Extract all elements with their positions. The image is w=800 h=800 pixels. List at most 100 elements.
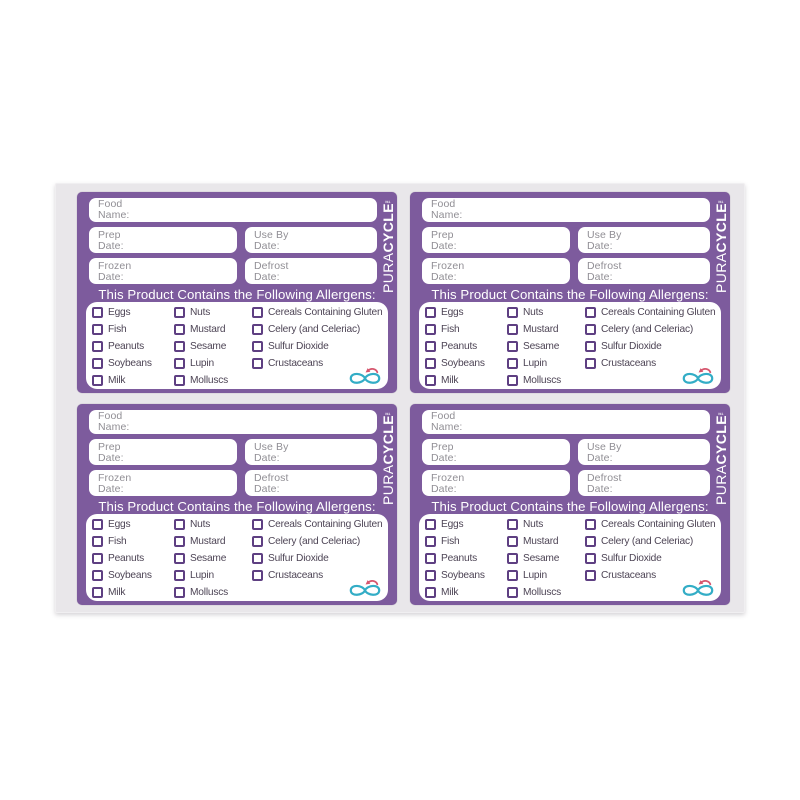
checkbox-icon	[174, 323, 185, 335]
allergen-column-1: Eggs Fish Peanuts Soybeans Milk	[425, 518, 485, 603]
allergen-label: Nuts	[190, 306, 211, 318]
use-by-label-line1: Use By	[587, 229, 622, 241]
allergen-item-sesame: Sesame	[174, 552, 228, 564]
prep-date-field: Prep Date:	[89, 439, 237, 465]
allergens-panel: Eggs Fish Peanuts Soybeans Milk Nuts Mus…	[419, 514, 721, 601]
allergen-item-mustard: Mustard	[507, 535, 561, 547]
use-by-date-field: Use By Date:	[578, 439, 710, 465]
defrost-label-line1: Defrost	[587, 472, 622, 484]
allergens-header: This Product Contains the Following Alle…	[431, 287, 709, 302]
food-name-field: Food Name:	[89, 198, 377, 222]
allergen-item-nuts: Nuts	[174, 518, 228, 530]
checkbox-icon	[92, 535, 103, 547]
allergen-column-3: Cereals Containing Gluten Celery (and Ce…	[252, 518, 383, 586]
frozen-defrost-row: Frozen Date: Defrost Date:	[89, 258, 377, 284]
use-by-label-line1: Use By	[587, 441, 622, 453]
allergen-item-molluscs: Molluscs	[174, 586, 228, 598]
allergen-item-mustard: Mustard	[507, 323, 561, 335]
prep-label-line1: Prep	[431, 229, 454, 241]
allergen-item-sulfur-dioxide: Sulfur Dioxide	[585, 340, 716, 352]
allergen-label: Molluscs	[523, 374, 562, 386]
allergen-item-milk: Milk	[92, 586, 152, 598]
allergen-item-eggs: Eggs	[425, 518, 485, 530]
allergen-label: Cereals Containing Gluten	[601, 518, 716, 530]
frozen-label-line2: Date:	[98, 483, 124, 495]
allergen-column-2: Nuts Mustard Sesame Lupin Molluscs	[174, 306, 228, 391]
allergen-item-cereals-gluten: Cereals Containing Gluten	[252, 518, 383, 530]
defrost-label-line2: Date:	[254, 483, 280, 495]
food-name-field: Food Name:	[422, 198, 710, 222]
frozen-defrost-row: Frozen Date: Defrost Date:	[422, 258, 710, 284]
trademark-symbol: ™	[385, 409, 391, 415]
checkbox-icon	[252, 518, 263, 530]
frozen-label-line1: Frozen	[431, 472, 465, 484]
allergen-label: Lupin	[190, 569, 214, 581]
allergen-label: Molluscs	[523, 586, 562, 598]
allergen-item-peanuts: Peanuts	[92, 552, 152, 564]
checkbox-icon	[425, 374, 436, 386]
brand-cycle: CYCLE	[380, 415, 396, 465]
prep-date-field: Prep Date:	[422, 227, 570, 253]
food-name-label-line1: Food	[98, 410, 123, 422]
checkbox-icon	[507, 518, 518, 530]
frozen-date-field: Frozen Date:	[89, 258, 237, 284]
allergen-item-milk: Milk	[425, 374, 485, 386]
allergens-header: This Product Contains the Following Alle…	[98, 287, 376, 302]
label-sheet: Food Name: Prep Date: Use By Date: Froze…	[55, 183, 745, 613]
checkbox-icon	[252, 357, 263, 369]
date-fields: Food Name: Prep Date: Use By Date: Froze…	[89, 410, 377, 496]
allergen-item-molluscs: Molluscs	[507, 374, 561, 386]
checkbox-icon	[174, 518, 185, 530]
allergen-label: Milk	[441, 586, 459, 598]
allergen-column-2: Nuts Mustard Sesame Lupin Molluscs	[174, 518, 228, 603]
allergen-label: Mustard	[190, 323, 226, 335]
allergen-column-2: Nuts Mustard Sesame Lupin Molluscs	[507, 306, 561, 391]
checkbox-icon	[252, 306, 263, 318]
defrost-label-line2: Date:	[587, 271, 613, 283]
prep-label-line2: Date:	[431, 240, 457, 252]
checkbox-icon	[507, 552, 518, 564]
use-by-date-field: Use By Date:	[245, 227, 377, 253]
checkbox-icon	[92, 552, 103, 564]
allergen-column-1: Eggs Fish Peanuts Soybeans Milk	[425, 306, 485, 391]
use-by-label-line1: Use By	[254, 229, 289, 241]
allergen-label: Peanuts	[441, 552, 477, 564]
labels-grid: Food Name: Prep Date: Use By Date: Froze…	[77, 192, 730, 605]
allergen-item-peanuts: Peanuts	[425, 552, 485, 564]
allergen-item-crustaceans: Crustaceans	[585, 569, 716, 581]
food-name-field: Food Name:	[422, 410, 710, 434]
allergen-item-soybeans: Soybeans	[92, 357, 152, 369]
allergen-label: Nuts	[523, 518, 544, 530]
checkbox-icon	[252, 569, 263, 581]
frozen-defrost-row: Frozen Date: Defrost Date:	[89, 470, 377, 496]
allergen-item-celery: Celery (and Celeriac)	[252, 323, 383, 335]
prep-date-field: Prep Date:	[422, 439, 570, 465]
checkbox-icon	[507, 323, 518, 335]
allergen-item-crustaceans: Crustaceans	[252, 357, 383, 369]
checkbox-icon	[425, 340, 436, 352]
date-fields: Food Name: Prep Date: Use By Date: Froze…	[89, 198, 377, 284]
allergen-label: Soybeans	[441, 569, 485, 581]
frozen-date-field: Frozen Date:	[422, 258, 570, 284]
checkbox-icon	[585, 569, 596, 581]
frozen-defrost-row: Frozen Date: Defrost Date:	[422, 470, 710, 496]
checkbox-icon	[585, 357, 596, 369]
allergen-label: Peanuts	[441, 340, 477, 352]
food-name-label-line2: Name:	[431, 421, 463, 433]
food-name-label-line2: Name:	[431, 209, 463, 221]
allergen-item-fish: Fish	[425, 535, 485, 547]
allergen-label: Fish	[108, 535, 127, 547]
allergen-label: Sulfur Dioxide	[601, 340, 662, 352]
date-fields: Food Name: Prep Date: Use By Date: Froze…	[422, 410, 710, 496]
frozen-label-line2: Date:	[431, 483, 457, 495]
allergen-label: Mustard	[523, 535, 559, 547]
puracycle-infinity-logo-icon	[349, 580, 381, 596]
allergen-label: Celery (and Celeriac)	[268, 323, 361, 335]
checkbox-icon	[425, 306, 436, 318]
allergen-label: Sulfur Dioxide	[601, 552, 662, 564]
allergen-item-fish: Fish	[92, 535, 152, 547]
checkbox-icon	[425, 569, 436, 581]
allergen-item-sulfur-dioxide: Sulfur Dioxide	[585, 552, 716, 564]
allergen-label: Sesame	[190, 340, 227, 352]
allergens-panel: Eggs Fish Peanuts Soybeans Milk Nuts Mus…	[419, 302, 721, 389]
